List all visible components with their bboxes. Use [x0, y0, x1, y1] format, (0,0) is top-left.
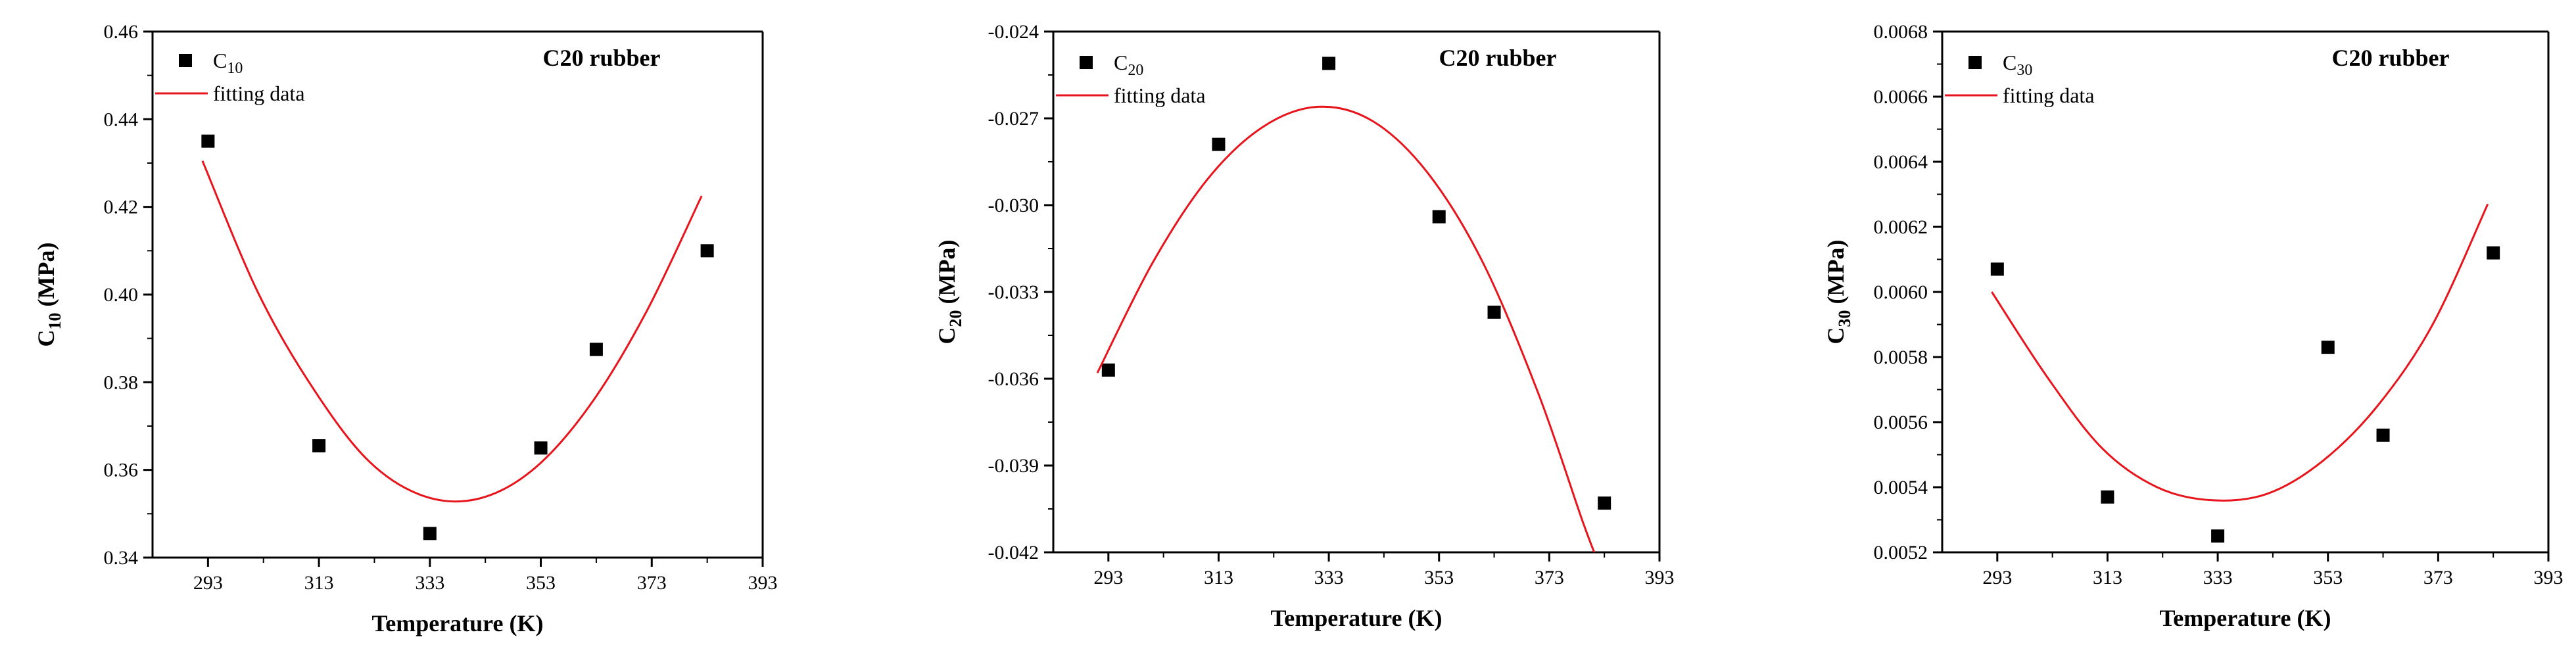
legend-label-data: C20: [1114, 51, 1143, 79]
y-tick-label: 0.0058: [1874, 347, 1928, 368]
y-tick-label: -0.039: [988, 455, 1039, 477]
y-tick-label: -0.027: [988, 108, 1039, 130]
data-point: [2321, 341, 2335, 354]
x-tick-label: 313: [304, 572, 334, 594]
legend-label-subscript: 20: [1128, 62, 1143, 79]
legend-marker-square: [1968, 56, 1982, 69]
y-axis-title-subscript: 30: [1835, 310, 1854, 327]
x-tick-label: 373: [2423, 567, 2453, 588]
data-point: [1990, 262, 2004, 276]
legend-label-main: C: [1114, 51, 1128, 74]
y-tick-label: -0.030: [988, 195, 1039, 216]
y-axis-title: C20 (MPa): [934, 240, 965, 345]
y-tick-label: 0.0068: [1874, 21, 1928, 43]
legend-label-data: C10: [213, 49, 243, 77]
fitting-curve: [201, 160, 703, 503]
legend-label-subscript: 10: [227, 60, 243, 77]
x-tick-label: 293: [1093, 567, 1123, 588]
data-point: [700, 244, 714, 258]
data-point: [2101, 490, 2114, 504]
legend-label-main: C: [213, 49, 227, 72]
x-tick-label: 353: [2313, 567, 2343, 588]
x-tick-label: 353: [526, 572, 556, 594]
data-point: [534, 441, 548, 455]
x-tick-label: 333: [1314, 567, 1344, 588]
y-tick-label: 0.38: [104, 371, 139, 393]
x-tick-label: 333: [415, 572, 444, 594]
data-point: [1101, 363, 1115, 377]
y-tick-label: 0.42: [104, 197, 139, 218]
y-tick-label: 0.0054: [1874, 477, 1928, 498]
x-tick-label: 373: [1535, 567, 1564, 588]
y-axis-title-subscript: 10: [45, 312, 64, 329]
x-tick-label: 353: [1424, 567, 1454, 588]
y-axis-title-main: C: [934, 327, 960, 344]
y-tick-label: 0.0062: [1874, 216, 1928, 238]
x-tick-label: 373: [637, 572, 667, 594]
chart-title: C20 rubber: [2332, 45, 2450, 71]
y-axis-title-subscript: 20: [946, 310, 965, 327]
chart-title: C20 rubber: [543, 45, 661, 71]
data-point: [2376, 428, 2390, 442]
y-tick-label: 0.36: [104, 460, 139, 481]
y-tick-label: -0.033: [988, 281, 1039, 303]
y-tick-label: -0.036: [988, 368, 1039, 390]
y-tick-label: 0.0056: [1874, 412, 1928, 433]
legend-marker-square: [179, 54, 192, 67]
x-tick-label: 313: [2093, 567, 2122, 588]
y-tick-label: 0.0064: [1874, 151, 1928, 173]
data-point: [1322, 57, 1336, 70]
data-point: [2487, 246, 2500, 260]
x-tick-label: 393: [748, 572, 778, 594]
y-tick-label: 0.0052: [1874, 542, 1928, 563]
legend-marker-square: [1080, 56, 1093, 69]
y-tick-label: 0.46: [104, 21, 139, 43]
y-tick-label: 0.40: [104, 284, 139, 306]
y-axis-title-unit: (MPa): [934, 240, 960, 310]
legend-label-fit: fitting data: [1114, 84, 1206, 107]
legend-label-fit: fitting data: [213, 82, 305, 105]
data-point: [201, 134, 215, 148]
data-point: [1487, 305, 1501, 319]
x-tick-label: 393: [1645, 567, 1675, 588]
x-axis-title: Temperature (K): [372, 610, 544, 636]
x-axis-title: Temperature (K): [1271, 605, 1443, 631]
x-axis-title: Temperature (K): [2160, 605, 2331, 631]
x-tick-label: 293: [193, 572, 223, 594]
y-tick-label: 0.44: [104, 108, 139, 130]
legend-label-fit: fitting data: [2003, 84, 2095, 107]
data-point: [1598, 496, 1611, 510]
x-tick-label: 293: [1982, 567, 2012, 588]
chart-1: 293 313 333 353 373 393 0.34 0.36 0.38 0.40 0.42 0.…: [33, 21, 778, 636]
chart-title: C20 rubber: [1439, 45, 1557, 71]
legend-label-main: C: [2003, 51, 2016, 74]
x-tick-label: 313: [1204, 567, 1233, 588]
y-axis-title-main: C: [1823, 327, 1849, 344]
y-tick-label: 0.0060: [1874, 281, 1928, 303]
y-axis-title-unit: (MPa): [33, 243, 59, 313]
data-point: [423, 527, 437, 540]
x-tick-label: 333: [2203, 567, 2233, 588]
chart-3: 293 313 333 353 373 393 0.0052 0.0054 0.0056 0.00…: [1823, 21, 2564, 631]
legend-label-subscript: 30: [2016, 62, 2032, 79]
legend-label-data: C30: [2003, 51, 2032, 79]
y-axis-title: C10 (MPa): [33, 243, 64, 347]
y-tick-label: -0.042: [988, 542, 1039, 563]
x-tick-label: 393: [2534, 567, 2564, 588]
y-axis-title-main: C: [33, 329, 59, 347]
data-point: [2211, 529, 2225, 543]
y-tick-label: 0.34: [104, 547, 139, 569]
y-axis-title-unit: (MPa): [1823, 240, 1849, 310]
y-tick-label: 0.0066: [1874, 86, 1928, 108]
data-point: [1432, 210, 1446, 224]
y-axis-title: C30 (MPa): [1823, 240, 1854, 345]
chart-2: 293 313 333 353 373 393 -0.042 -0.039 -0.036 -0.0…: [934, 21, 1675, 631]
y-tick-label: -0.024: [988, 21, 1039, 43]
data-point: [312, 439, 326, 452]
data-point: [1212, 137, 1226, 151]
fitting-curve: [1991, 203, 2489, 502]
data-point: [589, 343, 603, 356]
fitting-curve: [1096, 105, 1596, 552]
